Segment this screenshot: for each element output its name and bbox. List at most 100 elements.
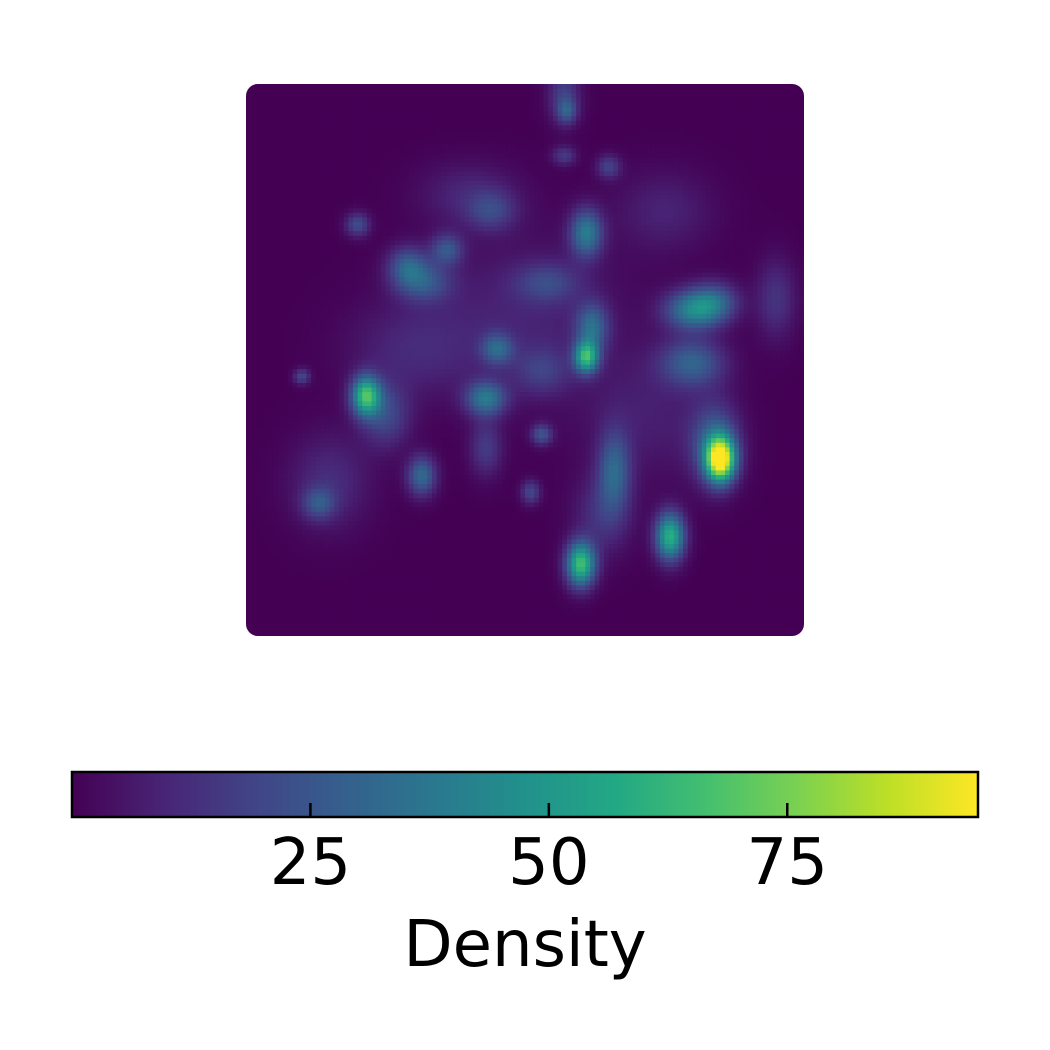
heatmap-cell [636,212,642,218]
heatmap-cell [432,162,438,168]
heatmap-cell [385,240,391,246]
heatmap-cell [627,258,633,264]
heatmap-cell [692,199,698,205]
heatmap-cell [418,203,424,209]
heatmap-cell [608,125,614,131]
heatmap-cell [362,263,368,269]
heatmap-cell [385,176,391,182]
heatmap-cell [455,231,461,237]
heatmap-cell [599,226,605,232]
heatmap-cell [543,235,549,241]
heatmap-cell [618,185,624,191]
heatmap-cell [594,107,600,113]
heatmap-cell [469,194,475,200]
heatmap-cell [618,203,624,209]
heatmap-cell [404,84,410,90]
heatmap-cell [404,116,410,122]
heatmap-cell [297,120,303,126]
heatmap-cell [766,231,773,237]
heatmap-cell [794,176,800,182]
heatmap-cell [362,153,368,159]
heatmap-cell [427,203,433,209]
heatmap-cell [738,139,745,145]
heatmap-cell [608,107,614,113]
heatmap-cell [445,268,452,274]
heatmap-cell [785,249,791,255]
heatmap-cell [515,194,521,200]
heatmap-cell [287,258,294,264]
heatmap-cell [311,157,317,163]
heatmap-cell [390,97,396,103]
heatmap-cell [692,120,698,126]
heatmap-cell [334,235,340,241]
heatmap-cell [371,84,377,90]
heatmap-cell [413,272,419,278]
heatmap-cell [408,143,414,149]
heatmap-cell [455,180,461,186]
heatmap-cell [399,208,405,214]
heatmap-cell [701,120,707,126]
heatmap-cell [557,194,563,200]
heatmap-cell [259,231,266,237]
heatmap-cell [399,222,405,228]
heatmap-cell [571,116,577,122]
heatmap-cell [771,88,777,94]
heatmap-cell [538,240,545,246]
heatmap-cell [618,189,624,195]
heatmap-cell [562,217,568,223]
heatmap-cell [757,157,763,163]
heatmap-cell [576,263,582,269]
heatmap-cell [339,203,345,209]
heatmap-cell [390,125,396,131]
heatmap-cell [729,185,735,191]
heatmap-cell [692,171,698,177]
heatmap-cell [408,231,414,237]
heatmap-cell [743,176,749,182]
heatmap-cell [645,189,652,195]
heatmap-cell [734,120,740,126]
heatmap-cell [380,88,387,94]
heatmap-cell [762,111,768,117]
heatmap-cell [701,171,707,177]
heatmap-cell [543,263,549,269]
heatmap-cell [734,97,740,103]
heatmap-cell [492,116,498,122]
heatmap-cell [669,249,675,255]
heatmap-cell [678,240,684,246]
heatmap-cell [362,245,368,251]
heatmap-cell [464,171,470,177]
heatmap-cell [650,84,656,90]
heatmap-cell [339,148,345,154]
heatmap-cell [650,180,656,186]
heatmap-cell [506,125,512,131]
heatmap-cell [390,93,396,99]
heatmap-cell [785,212,791,218]
heatmap-cell [464,263,470,269]
heatmap-cell [473,258,480,264]
heatmap-cell [269,88,275,94]
heatmap-cell [790,84,796,90]
heatmap-cell [771,268,777,274]
heatmap-cell [492,157,498,163]
heatmap-cell [478,88,484,94]
heatmap-cell [743,84,749,90]
heatmap-cell [264,171,270,177]
heatmap-cell [357,272,363,278]
heatmap-cell [325,139,331,145]
heatmap-cell [366,258,373,264]
heatmap-cell [325,153,331,159]
heatmap-cell [580,134,587,140]
heatmap-cell [618,171,624,177]
heatmap-cell [478,176,484,182]
heatmap-cell [390,120,396,126]
heatmap-cell [697,212,703,218]
heatmap-cell [459,97,466,103]
heatmap-cell [636,162,642,168]
heatmap-cell [269,97,275,103]
heatmap-cell [687,166,693,172]
heatmap-cell [552,185,559,191]
heatmap-cell [413,180,419,186]
heatmap-cell [743,120,749,126]
heatmap-cell [594,240,600,246]
heatmap-cell [618,222,624,228]
